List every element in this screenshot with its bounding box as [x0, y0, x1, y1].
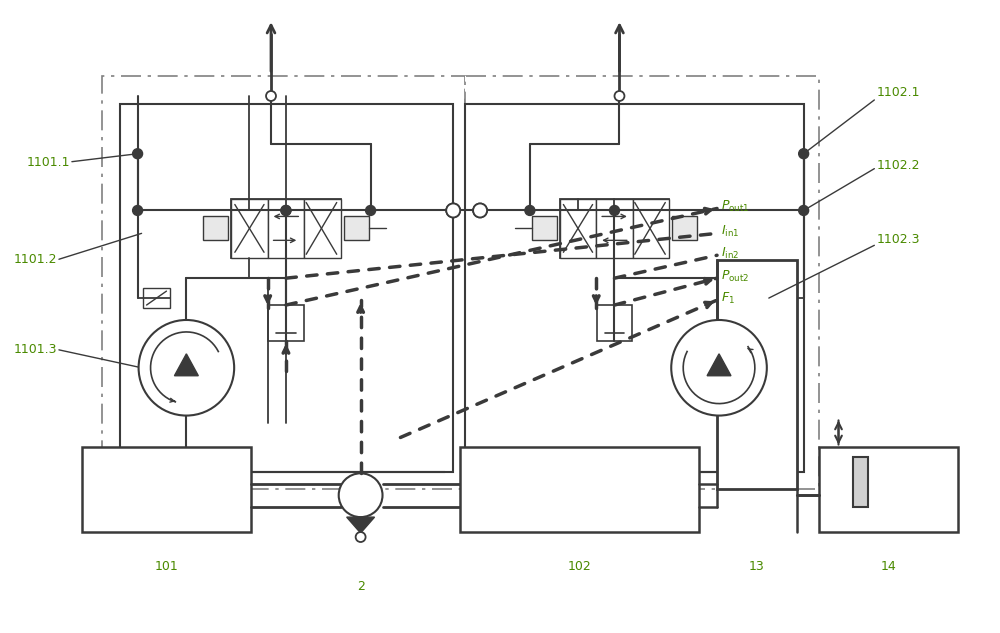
- Text: $F_{\mathrm{1}}$: $F_{\mathrm{1}}$: [721, 291, 735, 306]
- Text: 1102.2: 1102.2: [876, 159, 920, 172]
- Bar: [268, 199, 304, 258]
- Bar: [735, 288, 763, 308]
- Bar: [465, 76, 819, 489]
- Bar: [819, 448, 958, 532]
- Circle shape: [281, 206, 291, 215]
- Bar: [120, 104, 453, 472]
- Text: 1101.1: 1101.1: [26, 156, 70, 168]
- Bar: [672, 216, 697, 241]
- Text: 1101.2: 1101.2: [13, 253, 57, 266]
- Bar: [853, 458, 868, 507]
- Circle shape: [614, 91, 624, 101]
- Bar: [203, 216, 228, 241]
- Circle shape: [356, 532, 366, 542]
- Circle shape: [473, 203, 487, 218]
- Text: $P_{\mathrm{out2}}$: $P_{\mathrm{out2}}$: [721, 268, 750, 284]
- Bar: [633, 199, 669, 258]
- Bar: [465, 104, 804, 472]
- Text: 13: 13: [749, 560, 765, 573]
- Circle shape: [133, 149, 143, 159]
- Polygon shape: [276, 313, 296, 333]
- Text: $I_{\mathrm{in2}}$: $I_{\mathrm{in2}}$: [721, 246, 739, 261]
- Bar: [304, 199, 341, 258]
- Bar: [143, 288, 170, 308]
- Circle shape: [671, 320, 767, 415]
- Circle shape: [799, 206, 809, 215]
- Text: 1102.3: 1102.3: [876, 234, 920, 246]
- Circle shape: [446, 203, 460, 218]
- Circle shape: [446, 203, 460, 218]
- Circle shape: [473, 203, 487, 218]
- Circle shape: [266, 91, 276, 101]
- Polygon shape: [605, 313, 624, 333]
- Circle shape: [339, 473, 383, 517]
- Polygon shape: [174, 354, 198, 376]
- Text: 102: 102: [568, 560, 592, 573]
- Bar: [596, 199, 633, 258]
- Circle shape: [610, 206, 619, 215]
- Circle shape: [366, 206, 376, 215]
- Circle shape: [281, 206, 291, 215]
- Bar: [102, 76, 465, 489]
- Polygon shape: [707, 354, 731, 376]
- Bar: [597, 305, 632, 341]
- Bar: [717, 260, 797, 489]
- Bar: [560, 199, 596, 258]
- Circle shape: [475, 206, 485, 215]
- Text: 2: 2: [357, 580, 365, 592]
- Circle shape: [448, 206, 458, 215]
- Text: $P_{\mathrm{out1}}$: $P_{\mathrm{out1}}$: [721, 199, 750, 214]
- Circle shape: [139, 320, 234, 415]
- Circle shape: [133, 206, 143, 215]
- Polygon shape: [347, 517, 375, 533]
- Bar: [82, 448, 251, 532]
- Text: 1102.1: 1102.1: [876, 86, 920, 99]
- Circle shape: [799, 149, 809, 159]
- Bar: [560, 199, 669, 258]
- Bar: [231, 199, 341, 258]
- Circle shape: [525, 206, 535, 215]
- Text: 1101.3: 1101.3: [13, 343, 57, 356]
- Bar: [231, 199, 268, 258]
- Text: 14: 14: [880, 560, 896, 573]
- Text: $I_{\mathrm{in1}}$: $I_{\mathrm{in1}}$: [721, 224, 739, 239]
- Bar: [268, 305, 304, 341]
- Bar: [460, 448, 699, 532]
- Bar: [532, 216, 557, 241]
- Bar: [344, 216, 369, 241]
- Text: 101: 101: [155, 560, 178, 573]
